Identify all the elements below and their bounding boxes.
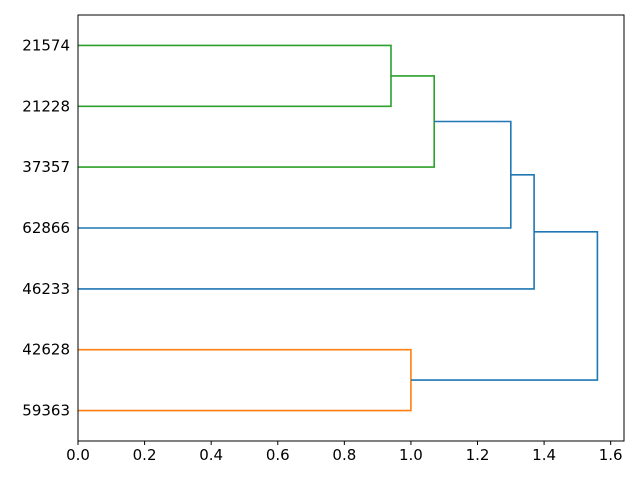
dendrogram-link (410, 231, 599, 381)
x-tick-label: 1.4 (532, 446, 556, 464)
leaf-label: 21228 (22, 97, 70, 115)
leaf-label: 59363 (22, 402, 70, 420)
leaf-label: 62866 (22, 219, 70, 237)
axes-frame (77, 14, 625, 442)
x-tick-label: 1.6 (599, 446, 623, 464)
x-tick-label: 1.2 (466, 446, 490, 464)
x-tick-label: 0.0 (66, 446, 90, 464)
x-tick-label: 0.2 (133, 446, 157, 464)
leaf-label: 42628 (22, 341, 70, 359)
leaf-label: 21574 (22, 36, 70, 54)
x-tick-label: 1.0 (399, 446, 423, 464)
leaf-label: 46233 (22, 280, 70, 298)
x-tick-label: 0.4 (199, 446, 223, 464)
x-tick-label: 0.8 (332, 446, 356, 464)
x-tick-label: 0.6 (266, 446, 290, 464)
leaf-label: 37357 (22, 158, 70, 176)
